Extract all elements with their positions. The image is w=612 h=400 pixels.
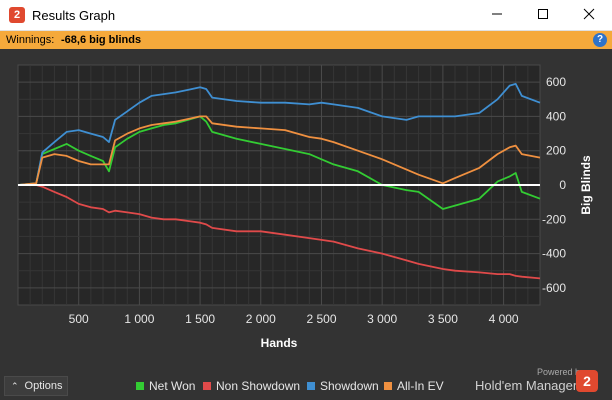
maximize-icon bbox=[538, 9, 548, 19]
options-label: Options bbox=[24, 380, 63, 392]
close-button[interactable] bbox=[566, 0, 612, 31]
series-line-net-won bbox=[17, 115, 541, 210]
legend-net-won[interactable]: Net Won bbox=[136, 379, 195, 393]
series-line-all-in-ev bbox=[17, 115, 541, 186]
results-chart: 500 1 000 1 500 2 000 2 500 3 000 3 500 4 000 60… bbox=[17, 64, 593, 350]
legend-label: All-In EV bbox=[397, 379, 444, 393]
x-tick-label: 500 bbox=[69, 312, 89, 326]
chevron-up-icon: ⌃ bbox=[11, 381, 19, 391]
x-tick-label: 1 000 bbox=[124, 312, 154, 326]
winnings-label: Winnings: bbox=[6, 34, 55, 46]
close-icon bbox=[583, 8, 595, 20]
legend-showdown[interactable]: Showdown bbox=[307, 379, 379, 393]
legend-swatch bbox=[384, 382, 392, 390]
window-title: Results Graph bbox=[32, 8, 116, 23]
series-line-showdown bbox=[17, 83, 541, 186]
legend-label: Net Won bbox=[149, 379, 196, 393]
x-tick-label: 2 000 bbox=[246, 312, 276, 326]
x-tick-label: 3 500 bbox=[428, 312, 458, 326]
y-tick-label: -600 bbox=[542, 281, 566, 295]
bottom-bar: ⌃ Options Net Won Non Showdown Showdown A… bbox=[0, 367, 612, 400]
y-tick-label: -400 bbox=[542, 247, 566, 261]
options-button[interactable]: ⌃ Options bbox=[4, 376, 68, 396]
x-tick-label: 3 000 bbox=[367, 312, 397, 326]
x-axis-title: Hands bbox=[261, 336, 298, 350]
y-axis-title: Big Blinds bbox=[579, 155, 593, 215]
winnings-value: -68,6 big blinds bbox=[61, 34, 142, 46]
winnings-bar: Winnings: -68,6 big blinds ? bbox=[0, 31, 612, 49]
title-bar: 2 Results Graph bbox=[0, 0, 612, 31]
legend-label: Showdown bbox=[320, 379, 379, 393]
legend-swatch bbox=[203, 382, 211, 390]
powered-by-label: Powered by bbox=[537, 367, 585, 377]
y-tick-label: 600 bbox=[546, 75, 566, 89]
y-tick-label: 200 bbox=[546, 144, 566, 158]
brand-name: Hold'em Manager bbox=[475, 378, 578, 393]
x-tick-label: 2 500 bbox=[306, 312, 336, 326]
series-line-non-showdown bbox=[18, 184, 541, 280]
maximize-button[interactable] bbox=[520, 0, 566, 31]
help-icon[interactable]: ? bbox=[593, 33, 607, 47]
legend-swatch bbox=[136, 382, 144, 390]
legend-all-in-ev[interactable]: All-In EV bbox=[384, 379, 444, 393]
x-tick-label: 4 000 bbox=[489, 312, 519, 326]
legend-swatch bbox=[307, 382, 315, 390]
x-tick-label: 1 500 bbox=[185, 312, 215, 326]
minimize-button[interactable] bbox=[474, 0, 520, 31]
legend-non-showdown[interactable]: Non Showdown bbox=[203, 379, 300, 393]
hm2-logo-icon: 2 bbox=[576, 370, 598, 392]
legend-label: Non Showdown bbox=[216, 379, 301, 393]
hm2-logo-icon: 2 bbox=[9, 7, 25, 23]
y-tick-label: -200 bbox=[542, 212, 566, 226]
minimize-icon bbox=[492, 13, 502, 15]
y-tick-label: 0 bbox=[559, 178, 566, 192]
y-tick-label: 400 bbox=[546, 109, 566, 123]
